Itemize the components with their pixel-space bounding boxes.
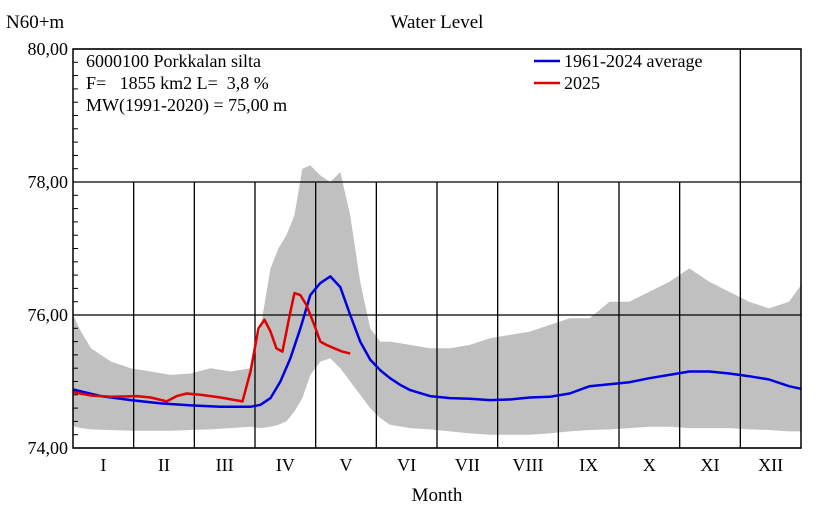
month-label: VIII [513,455,544,475]
y-tick-label: 80,00 [28,39,69,59]
chart-title: Water Level [391,12,484,33]
month-label: X [643,455,656,475]
y-tick-labels: 74,00 76,00 78,00 80,00 [28,39,69,458]
series-line-2025 [72,291,351,403]
legend-label-average: 1961-2024 average [564,51,702,71]
tick-marks [73,61,78,436]
y-tick-label: 76,00 [28,305,69,325]
month-label: XI [701,455,720,475]
y-tick-label: 74,00 [28,438,69,458]
month-label: VII [455,455,480,475]
month-label: IV [276,455,295,475]
info-station: 6000100 Porkkalan silta [86,51,261,71]
month-label: VI [397,455,416,475]
info-box: 6000100 Porkkalan silta F= 1855 km2 L= 3… [86,51,287,116]
legend-label-2025: 2025 [564,73,600,93]
plot-frame [72,48,802,449]
info-mean: MW(1991-2020) = 75,00 m [86,95,287,116]
month-label: XII [758,455,783,475]
month-label: IX [579,455,598,475]
month-labels: I II III IV V VI VII VIII IX X XI XII [100,455,783,475]
info-area: F= 1855 km2 L= 3,8 % [86,73,269,93]
month-label: V [340,455,353,475]
x-axis-label: Month [412,485,463,506]
month-label: I [100,455,106,475]
month-label: II [158,455,170,475]
series-line-average [72,275,802,409]
legend: 1961-2024 average 2025 [534,51,702,93]
y-tick-label: 78,00 [28,172,69,192]
y-axis-label: N60+m [6,12,64,33]
month-label: III [216,455,234,475]
